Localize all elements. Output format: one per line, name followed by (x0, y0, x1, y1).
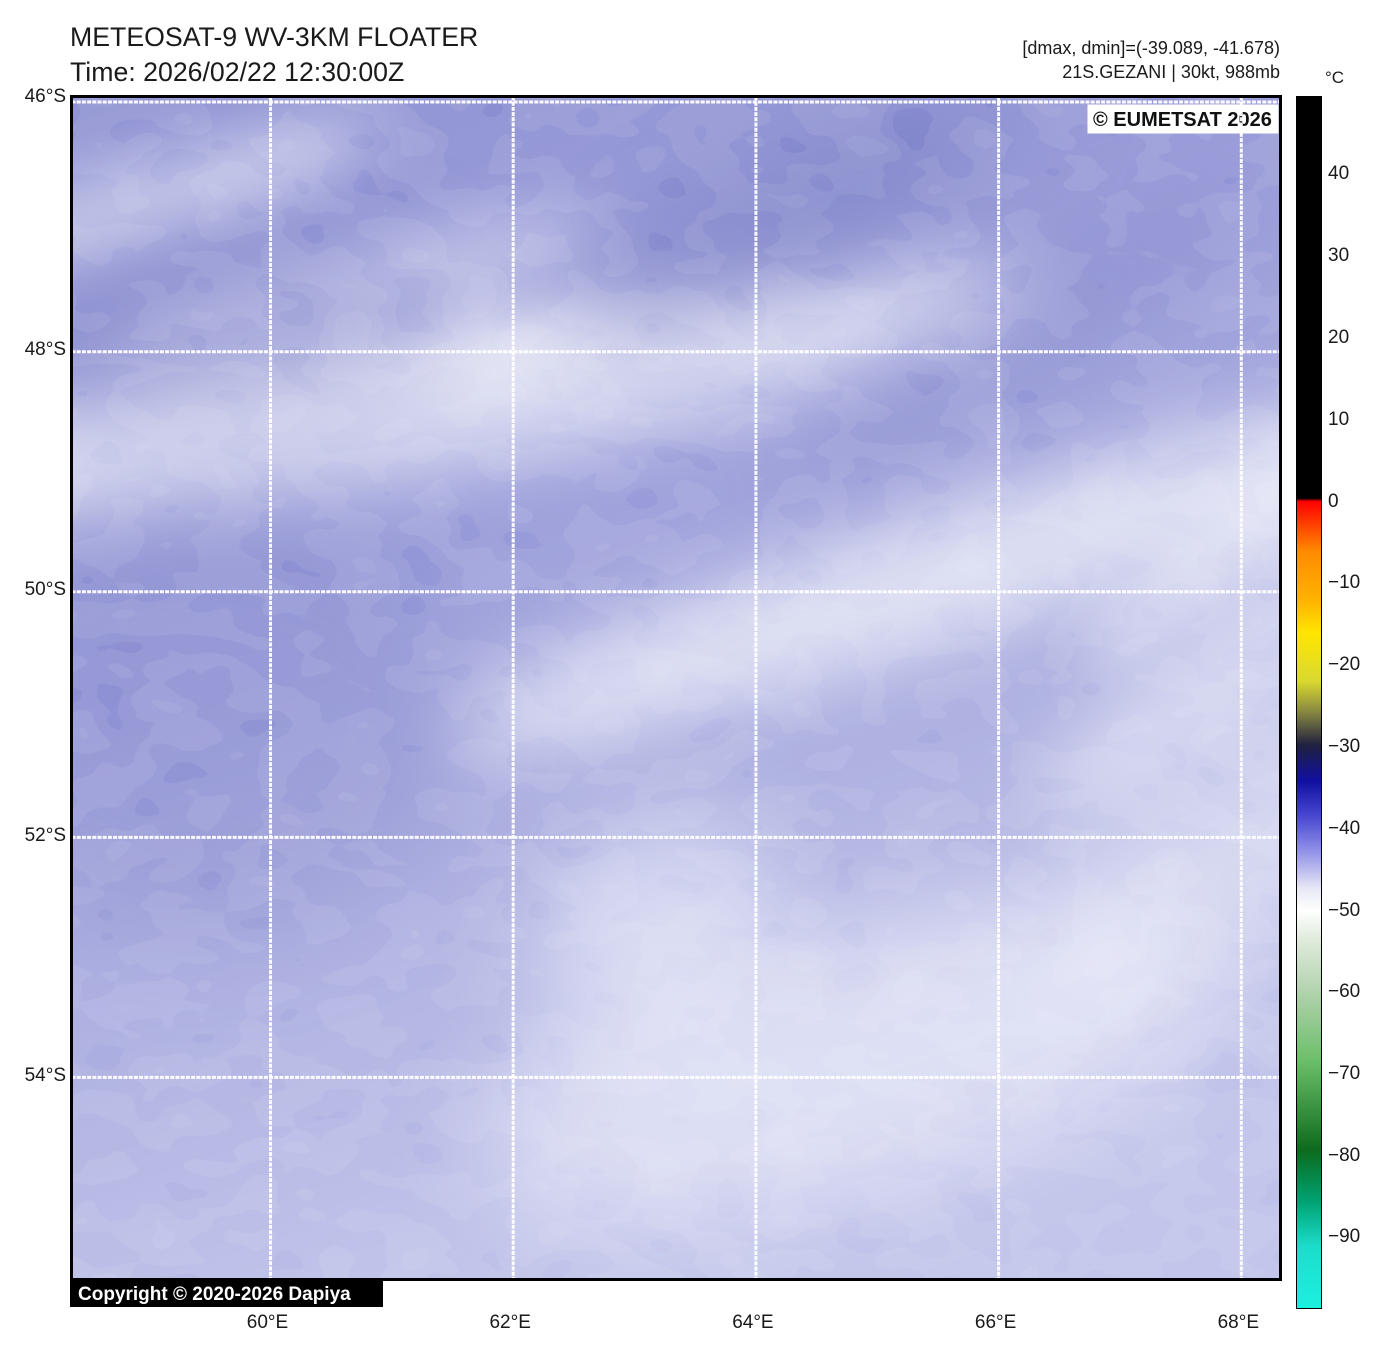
svg-text:© EUMETSAT 2026: © EUMETSAT 2026 (1093, 109, 1272, 131)
